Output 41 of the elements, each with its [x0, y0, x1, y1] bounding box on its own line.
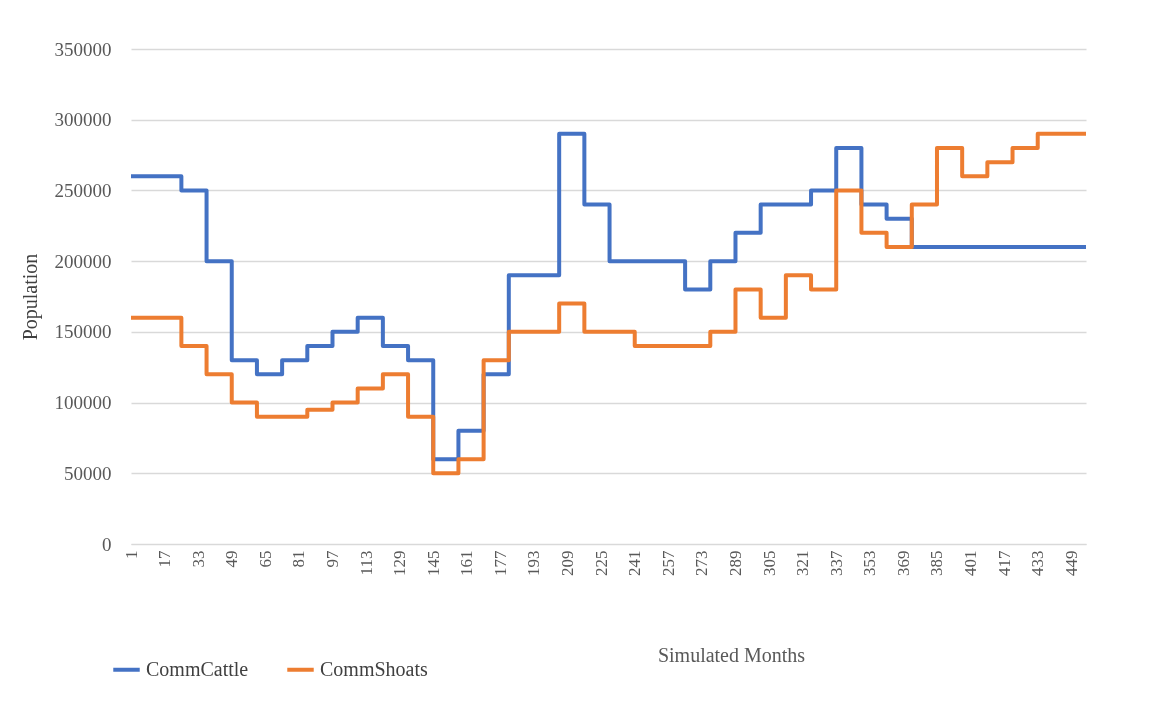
x-tick-label: 241 [625, 550, 645, 576]
x-tick-label: 17 [155, 550, 175, 568]
x-tick-label: 129 [390, 550, 410, 576]
x-tick-label: 321 [793, 550, 813, 576]
y-axis-title: Population [18, 253, 42, 341]
x-tick-label: 81 [289, 550, 309, 568]
x-tick-label: 257 [658, 550, 678, 576]
y-tick-label: 350000 [54, 38, 112, 60]
x-tick-label: 97 [322, 550, 342, 568]
x-tick-label: 65 [255, 550, 275, 568]
x-tick-label: 177 [490, 550, 510, 576]
x-tick-label: 449 [1061, 550, 1081, 576]
y-tick-label: 0 [102, 533, 112, 555]
x-tick-label: 33 [188, 550, 208, 568]
x-tick-label: 305 [759, 550, 779, 576]
x-tick-label: 145 [423, 550, 443, 576]
x-tick-label: 193 [524, 550, 544, 576]
y-tick-label: 100000 [54, 392, 112, 414]
y-tick-label: 200000 [54, 250, 112, 272]
legend-label: CommCattle [146, 657, 249, 680]
x-tick-label: 433 [1028, 550, 1048, 576]
x-tick-label: 161 [457, 550, 477, 576]
y-tick-label: 250000 [54, 179, 112, 201]
x-tick-label: 49 [222, 550, 242, 568]
x-tick-label: 225 [591, 550, 611, 576]
x-tick-label: 401 [961, 550, 981, 576]
x-axis-title: Simulated Months [657, 644, 806, 666]
x-tick-label: 385 [927, 550, 947, 576]
y-tick-label: 150000 [54, 321, 112, 343]
legend-label: CommShoats [320, 657, 429, 680]
x-tick-label: 113 [356, 550, 376, 576]
x-tick-label: 289 [725, 550, 745, 576]
x-tick-label: 417 [994, 550, 1014, 576]
y-tick-label: 50000 [64, 462, 112, 484]
x-tick-label: 337 [826, 550, 846, 576]
x-tick-label: 369 [893, 550, 913, 576]
x-tick-label: 1 [121, 550, 141, 559]
x-tick-label: 273 [692, 550, 712, 576]
x-tick-label: 353 [860, 550, 880, 576]
y-tick-label: 300000 [54, 109, 112, 131]
x-tick-label: 209 [558, 550, 578, 576]
